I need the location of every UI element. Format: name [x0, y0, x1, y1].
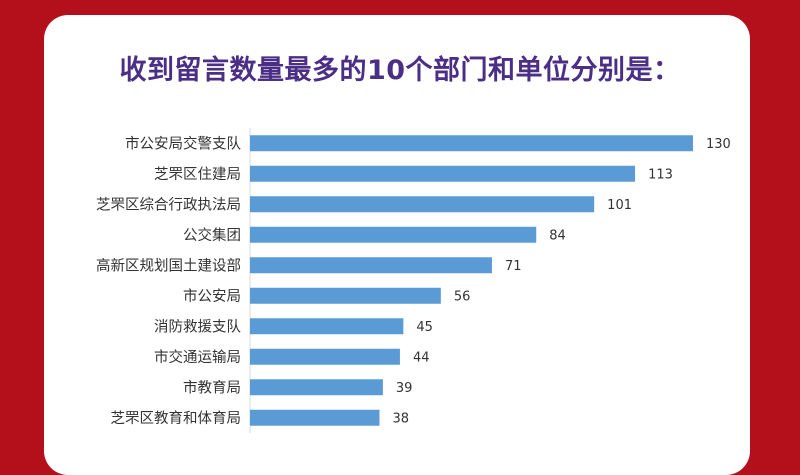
category-label: 市公安局交警支队: [125, 134, 241, 152]
bar: [250, 226, 537, 243]
value-label: 101: [607, 198, 632, 213]
category-label: 市公安局: [183, 288, 241, 305]
value-label: 113: [648, 167, 673, 182]
category-label: 市教育局: [183, 379, 241, 396]
bar: [250, 196, 595, 213]
category-label: 市交通运输局: [154, 348, 241, 366]
category-label: 芝罘区教育和体育局: [111, 410, 242, 427]
bar: [250, 409, 380, 426]
value-label: 44: [413, 350, 430, 365]
content-card: [44, 15, 750, 475]
bar: [250, 135, 693, 152]
category-label: 公交集团: [183, 226, 241, 244]
page-title: 收到留言数量最多的10个部门和单位分别是：: [119, 55, 681, 86]
bar: [250, 287, 441, 304]
value-label: 71: [505, 259, 522, 274]
bar: [250, 318, 404, 335]
bar: [250, 348, 400, 365]
bar-chart: 市公安局交警支队 130 芝罘区住建局 113 芝罘区综合行政执法局 101 公交集团 84 高…: [96, 128, 731, 433]
value-label: 39: [396, 381, 413, 396]
value-label: 84: [549, 228, 566, 243]
bar: [250, 379, 383, 396]
value-label: 38: [392, 411, 409, 426]
value-label: 56: [454, 289, 471, 304]
bar: [250, 257, 492, 274]
category-label: 消防救援支队: [154, 318, 241, 335]
category-label: 芝罘区住建局: [154, 166, 241, 183]
bar: [250, 165, 636, 182]
category-label: 芝罘区综合行政执法局: [96, 196, 241, 213]
value-label: 45: [416, 320, 433, 335]
value-label: 130: [706, 137, 731, 152]
category-label: 高新区规划国土建设部: [96, 257, 241, 274]
